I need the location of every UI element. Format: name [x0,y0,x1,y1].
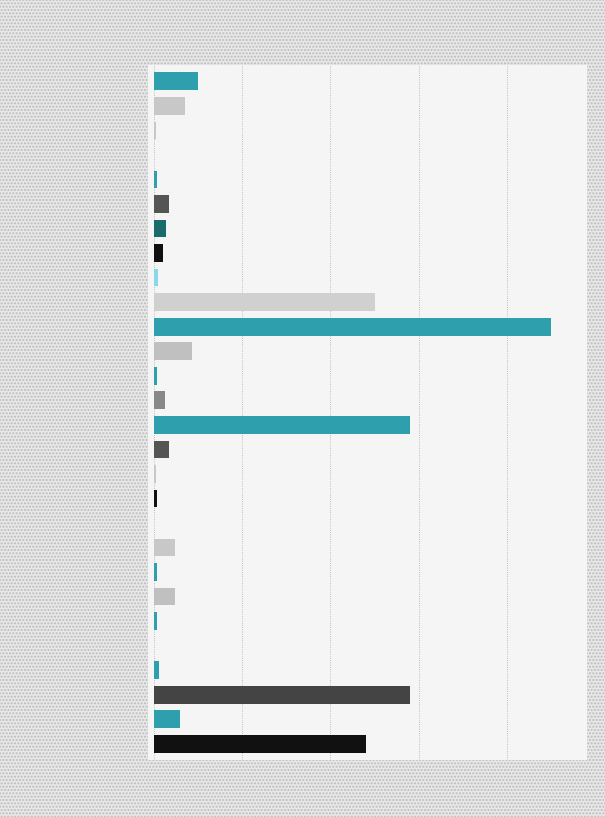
Bar [154,489,157,507]
Bar [154,711,180,728]
Bar [154,122,155,139]
Bar [154,195,169,213]
Bar [154,318,552,336]
Bar [154,686,410,703]
Bar [154,391,165,409]
Bar [154,612,157,630]
Bar [154,171,157,188]
Bar [154,538,175,556]
Bar [154,440,169,458]
Bar [154,220,166,238]
Bar [154,342,192,360]
Bar [154,367,157,385]
Bar [154,416,410,434]
Bar [154,73,198,90]
Bar [154,97,185,114]
Bar [154,269,159,287]
Bar [154,735,366,752]
Bar [154,563,157,581]
Bar [154,662,159,679]
Bar [154,465,155,483]
Bar [154,587,175,605]
Bar [154,293,374,311]
Bar [154,244,163,262]
